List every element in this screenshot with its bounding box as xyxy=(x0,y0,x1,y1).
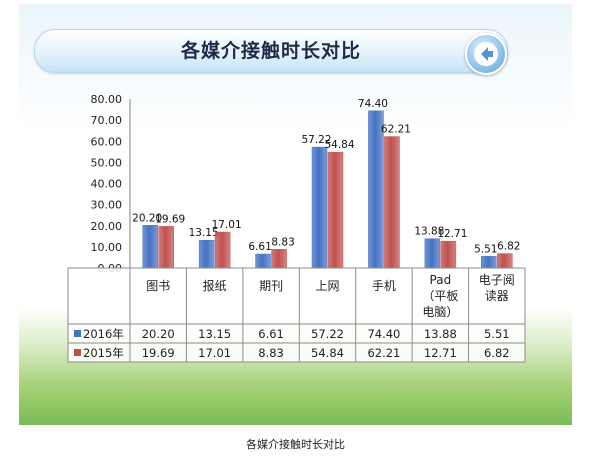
bar-2015 xyxy=(214,231,231,269)
table-cell: 57.22 xyxy=(311,327,344,341)
table-cell: 13.15 xyxy=(198,327,231,341)
legend-label: 2016年 xyxy=(83,327,124,341)
category-label: 期刊 xyxy=(259,279,283,293)
legend-key-2016 xyxy=(74,330,81,337)
data-table xyxy=(67,267,526,363)
bar-2015 xyxy=(497,253,513,269)
legend-label: 2015年 xyxy=(83,346,124,360)
data-label: 20.20 xyxy=(132,212,162,224)
category-label: 报纸 xyxy=(203,278,227,293)
bar-2016 xyxy=(142,225,158,269)
y-tick-label: 60.00 xyxy=(91,135,123,148)
table-cell: 12.71 xyxy=(424,346,457,360)
table-cell: 20.20 xyxy=(142,327,175,341)
data-label: 17.01 xyxy=(212,219,242,231)
data-label: 6.61 xyxy=(248,241,271,253)
data-label: 8.83 xyxy=(271,236,294,248)
data-label: 74.40 xyxy=(358,98,388,110)
data-label: 6.82 xyxy=(497,241,520,253)
table-cell: 19.69 xyxy=(142,346,175,360)
legend-key-2015 xyxy=(74,349,81,356)
table-cell: 6.61 xyxy=(258,327,284,341)
y-tick-label: 40.00 xyxy=(91,178,123,191)
y-tick-label: 30.00 xyxy=(91,199,123,212)
bar-2016 xyxy=(481,256,497,269)
data-label: 13.88 xyxy=(414,226,444,238)
data-label: 57.22 xyxy=(301,134,331,146)
bar-2015 xyxy=(158,226,174,269)
data-label: 19.69 xyxy=(155,213,185,225)
table-cell: 74.40 xyxy=(367,327,400,341)
table-cell: 5.51 xyxy=(484,327,510,341)
table-cell: 8.83 xyxy=(258,346,284,360)
table-cell: 6.82 xyxy=(484,346,510,360)
bar-2016 xyxy=(255,253,271,269)
bar-2016 xyxy=(198,239,215,269)
bar-2015 xyxy=(327,151,344,269)
image-caption: 各媒介接触时长对比 xyxy=(246,438,345,451)
bar-2015 xyxy=(271,249,287,269)
bar-2016 xyxy=(311,146,328,269)
category-label: 读器 xyxy=(485,289,509,303)
category-label: 图书 xyxy=(146,279,170,293)
bar-2015 xyxy=(440,240,457,269)
bar-2016 xyxy=(424,238,441,269)
category-label: Pad xyxy=(430,273,452,287)
table-cell: 17.01 xyxy=(198,346,231,360)
category-label: 电子阅 xyxy=(479,273,515,287)
page-title: 各媒介接触时长对比 xyxy=(180,40,361,62)
data-label: 62.21 xyxy=(381,124,411,136)
y-tick-label: 10.00 xyxy=(91,241,123,254)
table-cell: 13.88 xyxy=(424,327,457,341)
data-label: 54.84 xyxy=(324,139,354,151)
y-tick-label: 80.00 xyxy=(91,93,123,106)
category-label: （平板 xyxy=(422,289,458,303)
y-tick-label: 20.00 xyxy=(91,220,123,233)
y-tick-label: 70.00 xyxy=(91,114,123,127)
table-cell: 62.21 xyxy=(367,346,400,360)
data-label: 5.51 xyxy=(474,243,497,255)
table-cell: 54.84 xyxy=(311,346,344,360)
title-banner: 各媒介接触时长对比 xyxy=(34,29,508,73)
back-button[interactable] xyxy=(465,33,507,75)
data-label: 12.71 xyxy=(437,228,467,240)
category-label: 手机 xyxy=(372,279,396,293)
back-arrow-icon xyxy=(474,42,498,66)
data-label: 13.15 xyxy=(189,227,219,239)
category-label: 电脑） xyxy=(422,305,458,319)
bar-chart: 0.0010.0020.0030.0040.0050.0060.0070.008… xyxy=(67,93,526,363)
bar-2015 xyxy=(384,136,400,269)
y-tick-label: 50.00 xyxy=(91,156,123,169)
category-label: 上网 xyxy=(315,279,339,293)
